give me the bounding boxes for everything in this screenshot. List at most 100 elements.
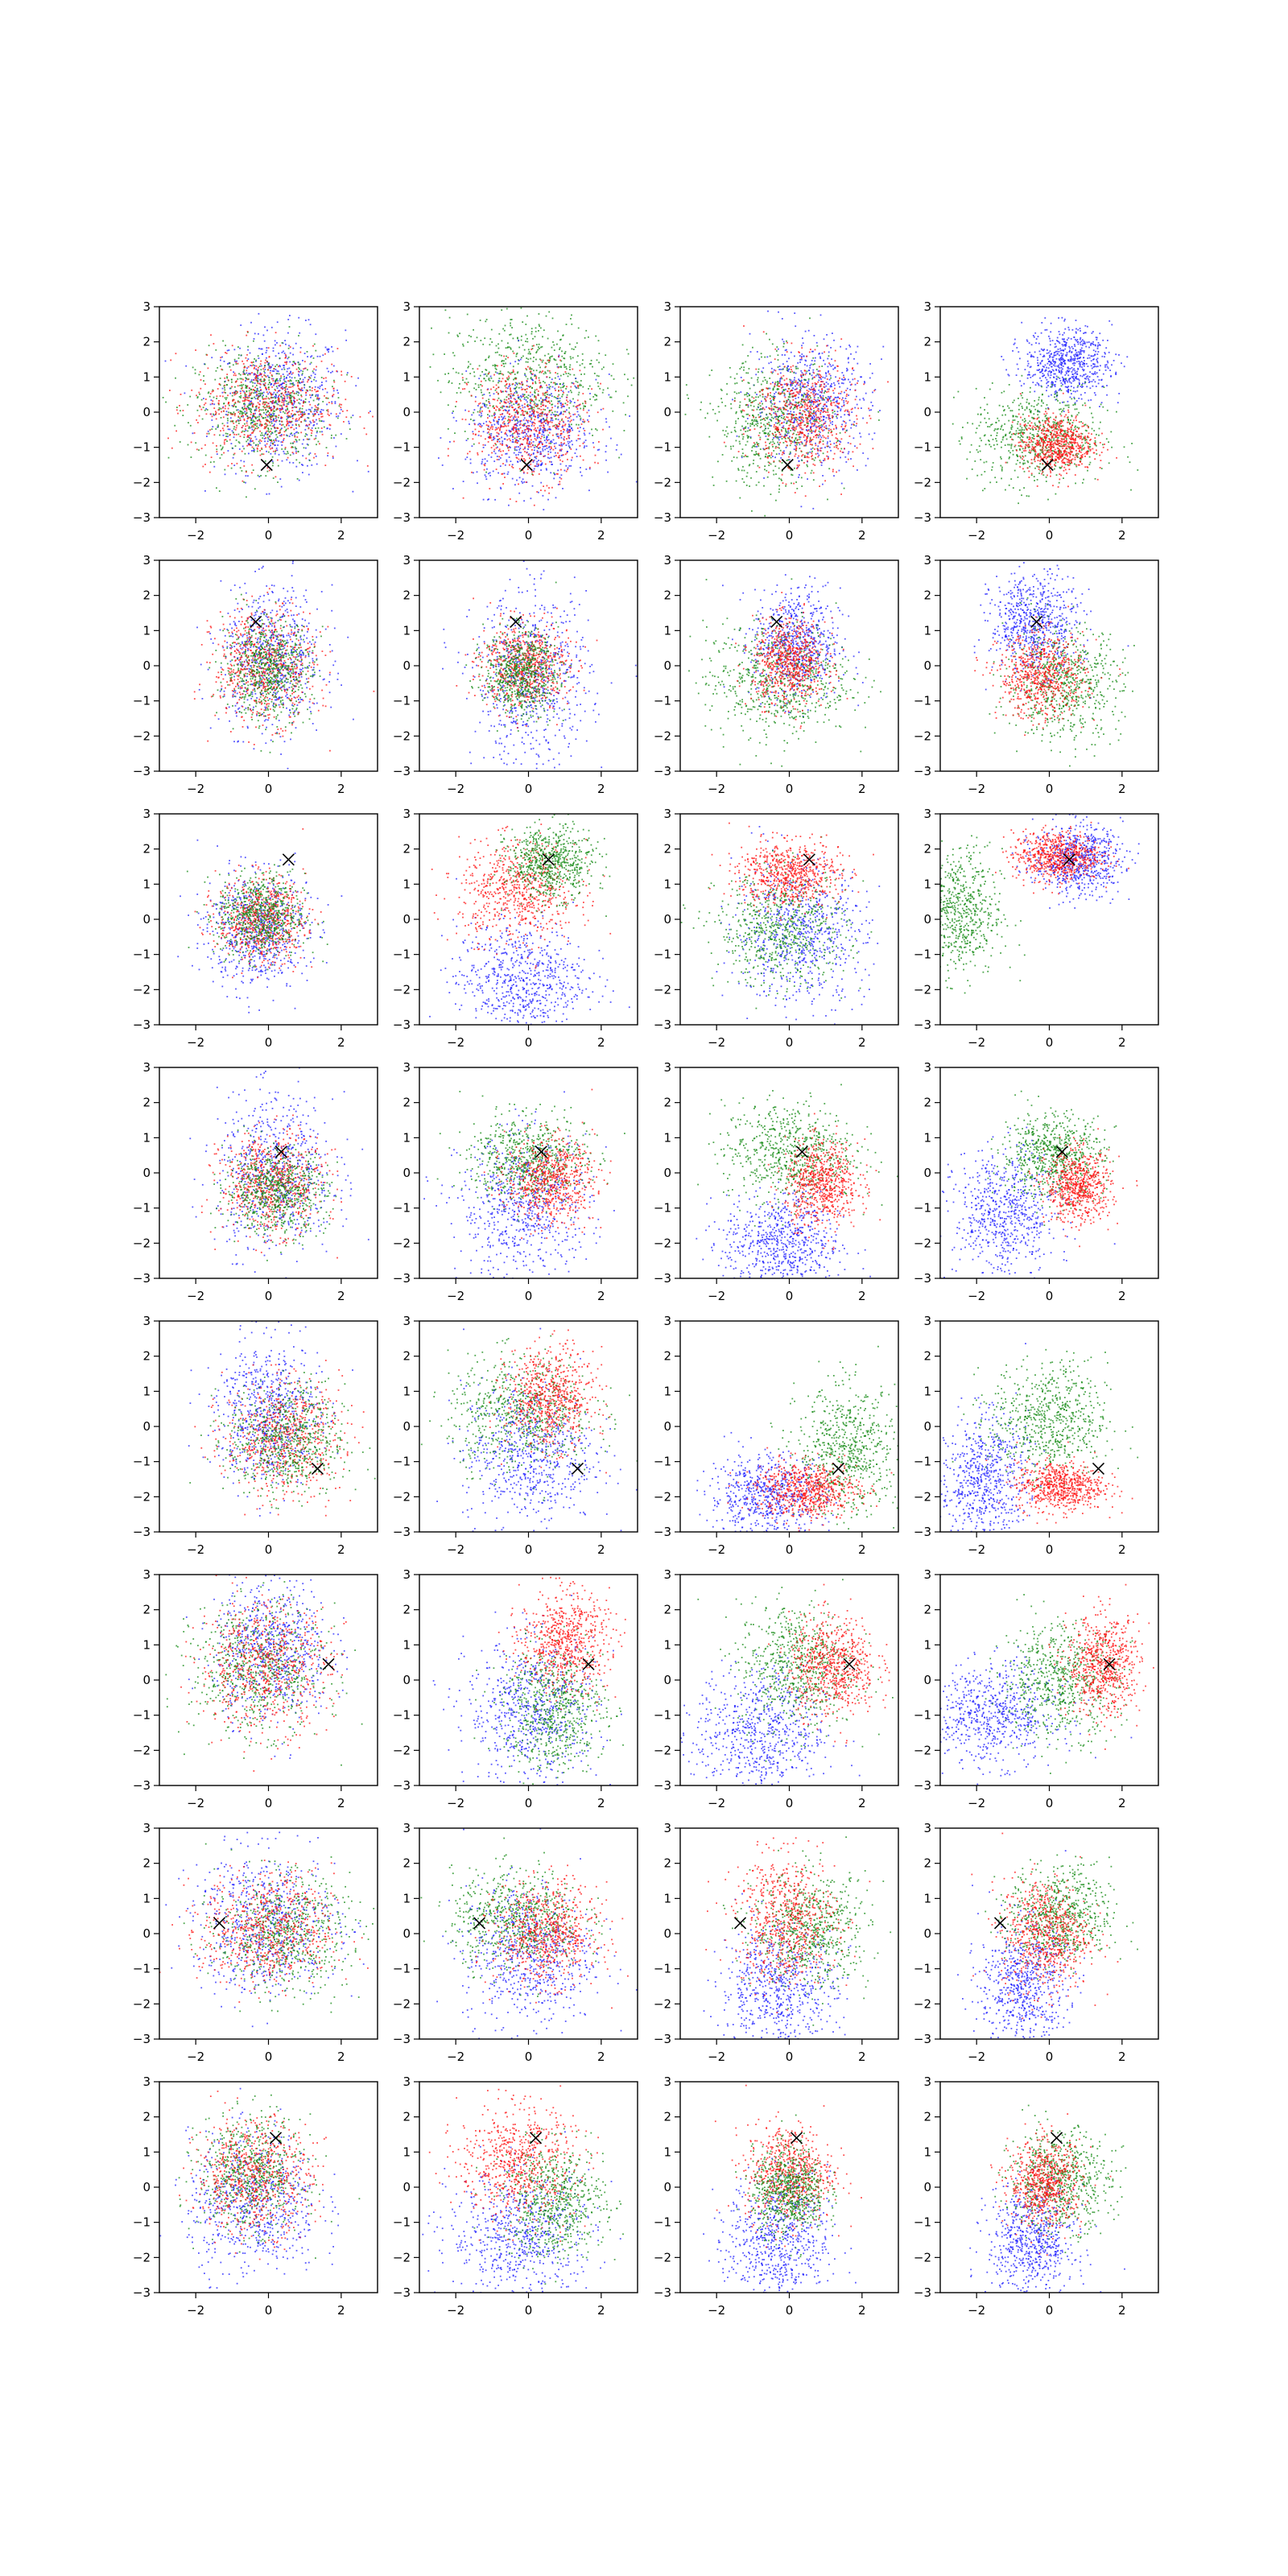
data-point — [485, 407, 487, 408]
data-point — [345, 340, 347, 341]
data-point — [240, 324, 242, 326]
data-point — [479, 415, 481, 416]
scatter-points — [163, 313, 374, 497]
data-point — [275, 398, 276, 399]
data-point — [551, 404, 552, 406]
data-point — [246, 357, 247, 359]
data-point — [555, 415, 556, 417]
data-point — [239, 411, 241, 412]
data-point — [493, 445, 494, 447]
data-point — [274, 368, 275, 369]
data-point — [304, 402, 306, 403]
data-point — [556, 425, 558, 427]
data-point — [251, 464, 253, 466]
data-point — [367, 465, 369, 467]
data-point — [560, 450, 562, 452]
data-point — [223, 435, 225, 436]
data-point — [528, 428, 530, 430]
data-point — [301, 387, 303, 389]
data-point — [489, 427, 491, 429]
data-point — [837, 411, 839, 412]
data-point — [497, 394, 499, 395]
data-point — [603, 408, 605, 410]
data-point — [726, 481, 728, 482]
data-point — [311, 464, 312, 466]
data-point — [303, 387, 305, 389]
data-point — [486, 404, 488, 406]
data-point — [560, 375, 562, 377]
data-point — [778, 359, 779, 361]
data-point — [511, 401, 513, 402]
data-point — [210, 461, 212, 463]
data-point — [530, 396, 531, 398]
data-point — [478, 386, 480, 388]
data-point — [261, 440, 262, 442]
data-point — [254, 449, 255, 451]
data-point — [287, 412, 289, 414]
data-point — [271, 431, 273, 433]
data-point — [513, 467, 514, 469]
data-point — [287, 457, 289, 459]
data-point — [573, 374, 575, 376]
data-point — [542, 370, 543, 372]
data-point — [481, 381, 482, 382]
data-point — [585, 402, 587, 404]
data-point — [733, 445, 734, 447]
data-point — [629, 415, 630, 417]
data-point — [498, 380, 500, 382]
data-point — [517, 373, 518, 374]
data-point — [484, 469, 485, 471]
data-point — [494, 417, 496, 419]
data-point — [254, 421, 256, 423]
data-point — [810, 422, 811, 423]
data-point — [518, 397, 520, 398]
data-point — [206, 433, 208, 435]
data-point — [263, 381, 265, 382]
data-point — [289, 398, 291, 399]
data-point — [817, 399, 819, 401]
data-point — [863, 398, 865, 399]
data-point — [529, 369, 530, 370]
data-point — [368, 412, 369, 414]
data-point — [505, 381, 506, 382]
data-point — [275, 394, 277, 395]
data-point — [540, 328, 542, 329]
data-point — [469, 411, 470, 412]
data-point — [282, 382, 283, 384]
data-point — [567, 404, 568, 406]
data-point — [261, 410, 262, 411]
data-point — [533, 409, 535, 411]
data-point — [205, 402, 207, 404]
data-point — [251, 392, 253, 394]
data-point — [219, 490, 221, 492]
data-point — [231, 463, 233, 464]
data-point — [513, 371, 514, 373]
data-point — [523, 415, 525, 416]
data-point — [246, 423, 248, 424]
data-point — [272, 370, 274, 372]
data-point — [231, 386, 233, 388]
data-point — [245, 414, 246, 415]
data-point — [609, 427, 610, 428]
data-point — [516, 356, 518, 357]
data-point — [819, 391, 821, 393]
data-point — [872, 439, 873, 440]
data-point — [819, 460, 821, 461]
data-point — [540, 489, 542, 491]
data-point — [782, 354, 783, 356]
data-point — [813, 431, 815, 432]
data-point — [212, 415, 213, 417]
data-point — [547, 417, 548, 419]
data-point — [819, 420, 821, 422]
data-point — [874, 432, 876, 434]
data-point — [554, 446, 555, 448]
data-point — [533, 361, 535, 362]
data-point — [313, 457, 315, 459]
data-point — [500, 407, 502, 408]
data-point — [789, 379, 791, 381]
data-point — [254, 409, 256, 411]
data-point — [523, 500, 525, 502]
data-point — [513, 379, 514, 381]
data-point — [333, 388, 335, 390]
data-point — [562, 390, 564, 392]
